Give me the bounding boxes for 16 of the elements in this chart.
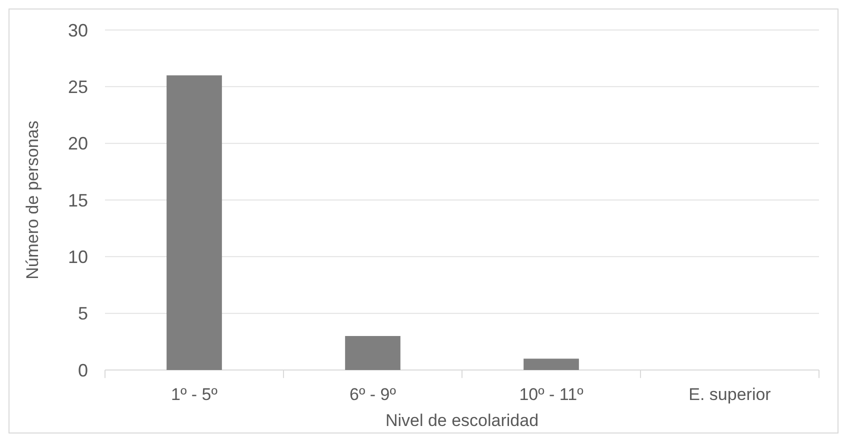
bar xyxy=(524,358,579,370)
bar xyxy=(345,336,400,370)
y-tick-label: 30 xyxy=(68,20,88,40)
x-tick-label: E. superior xyxy=(688,385,772,404)
x-tick-label: 10º - 11º xyxy=(519,385,584,404)
y-tick-label: 15 xyxy=(68,190,88,210)
x-axis-title: Nivel de escolaridad xyxy=(385,411,539,430)
x-tick-label: 6º - 9º xyxy=(350,385,396,404)
y-tick-label: 20 xyxy=(68,134,88,154)
y-tick-label: 25 xyxy=(68,76,88,97)
y-axis-title: Número de personas xyxy=(23,120,42,280)
bar xyxy=(166,75,222,370)
y-tick-label: 10 xyxy=(68,246,88,267)
x-tick-label: 1º - 5º xyxy=(171,385,218,404)
y-tick-label: 5 xyxy=(78,304,88,324)
y-tick-label: 0 xyxy=(78,360,88,380)
